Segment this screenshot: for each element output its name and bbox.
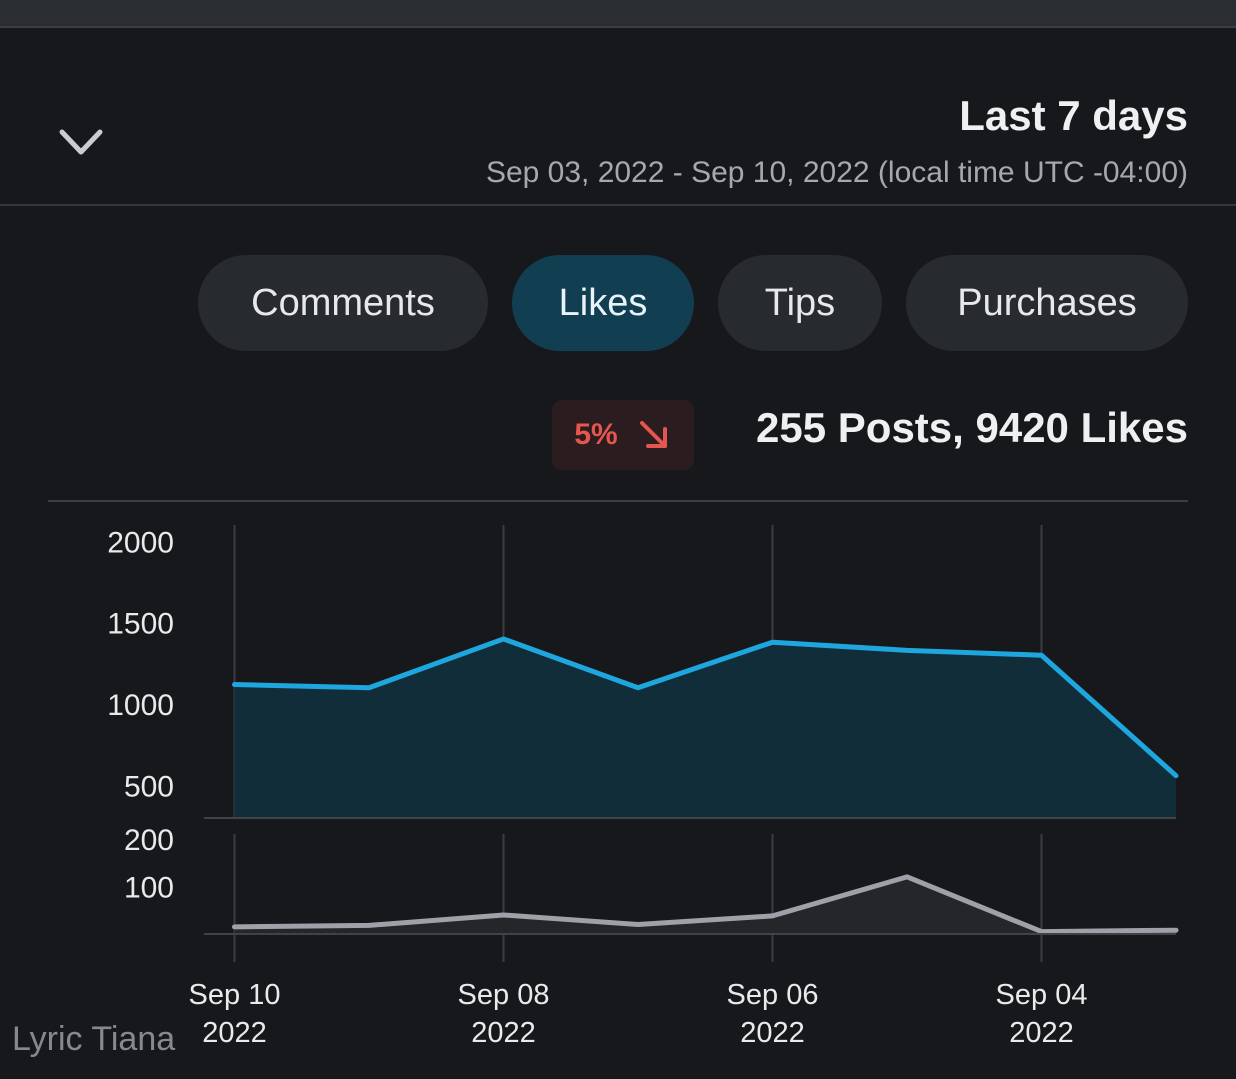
tab-label: Likes — [558, 281, 648, 324]
posts-point — [906, 876, 908, 878]
x-tick-year: 2022 — [471, 1017, 536, 1049]
posts-point — [234, 926, 235, 928]
y-tick-label: 200 — [124, 824, 174, 857]
tab-label: Comments — [251, 281, 435, 324]
posts-line — [232, 874, 1179, 935]
period-range: Sep 03, 2022 - Sep 10, 2022 (local time … — [485, 156, 1188, 189]
tab-comments[interactable]: Comments — [198, 255, 488, 351]
tab-tips[interactable]: Tips — [718, 255, 882, 351]
x-tick-year: 2022 — [740, 1017, 805, 1049]
posts-point — [1175, 929, 1177, 931]
likes-line — [232, 636, 1179, 779]
tab-likes[interactable]: Likes — [512, 255, 694, 351]
arrow-down-right-icon — [639, 421, 667, 448]
y-tick-label: 2000 — [107, 526, 174, 559]
posts-point — [637, 923, 639, 925]
tab-label: Tips — [764, 281, 836, 324]
chevron-down-icon[interactable] — [52, 120, 110, 164]
status-bar — [0, 0, 1236, 26]
likes-point — [368, 687, 370, 689]
posts-point — [503, 914, 504, 916]
tab-label: Purchases — [957, 281, 1137, 324]
x-tick-label: Sep 08 — [458, 979, 550, 1011]
likes-point — [1175, 775, 1177, 777]
period-title: Last 7 days — [959, 92, 1188, 139]
summary-title: 255 Posts, 9420 Likes — [756, 404, 1188, 451]
likes-point — [906, 649, 908, 651]
watermark: Lyric Tiana — [12, 1020, 176, 1058]
change-percent: 5% — [574, 418, 618, 451]
change-badge: 5% — [552, 400, 694, 470]
likes-point — [637, 687, 639, 689]
likes-point — [503, 638, 504, 640]
likes-area — [234, 638, 1176, 818]
x-tick-label: Sep 04 — [996, 979, 1088, 1011]
status-bar-divider — [0, 26, 1236, 28]
likes-point — [772, 641, 773, 643]
x-tick-label: Sep 10 — [189, 979, 281, 1011]
chart-top-rule — [48, 500, 1188, 502]
y-tick-label: 1500 — [107, 608, 174, 641]
likes-point — [234, 684, 235, 686]
x-tick-year: 2022 — [202, 1017, 267, 1049]
posts-point — [772, 915, 773, 917]
y-tick-label: 1000 — [107, 689, 174, 722]
y-tick-label: 100 — [124, 871, 174, 904]
tab-purchases[interactable]: Purchases — [906, 255, 1188, 351]
y-tick-label: 500 — [124, 770, 174, 803]
x-tick-label: Sep 06 — [727, 979, 819, 1011]
posts-point — [1041, 931, 1042, 933]
header-divider — [0, 204, 1236, 206]
posts-point — [368, 924, 370, 926]
x-tick-year: 2022 — [1009, 1017, 1074, 1049]
period-header[interactable]: Last 7 days Sep 03, 2022 - Sep 10, 2022 … — [0, 28, 1236, 204]
likes-chart: 500 1000 1500 2000 100 200 Sep 04 2022 Sep 06 202… — [107, 525, 1179, 1049]
likes-point — [1041, 654, 1042, 656]
